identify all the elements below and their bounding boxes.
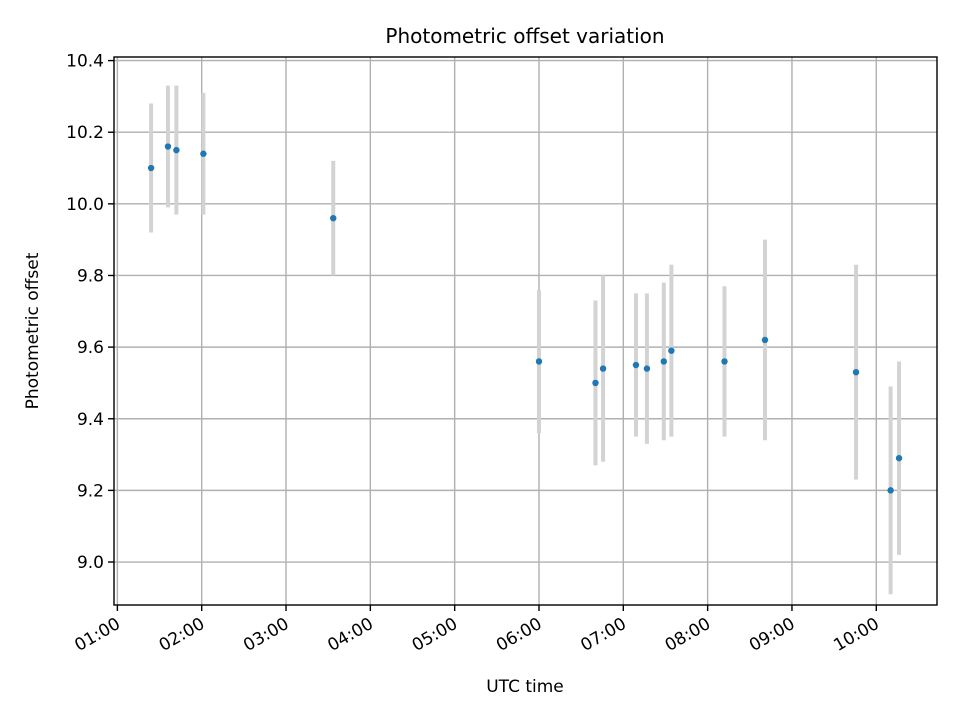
data-point (761, 336, 769, 344)
y-tick-label: 9.2 (77, 481, 104, 501)
y-tick-label: 10.4 (66, 52, 104, 72)
data-point (164, 143, 172, 150)
data-point (721, 358, 728, 365)
data-point (173, 146, 180, 154)
plot-frame (113, 56, 938, 606)
x-axis-label: UTC time (486, 677, 564, 697)
data-point (592, 379, 599, 387)
data-point (852, 368, 860, 376)
y-tick-label: 9.0 (77, 553, 104, 573)
chart-title: Photometric offset variation (385, 24, 664, 48)
data-point (668, 347, 675, 354)
y-axis-label: Photometric offset (23, 252, 43, 409)
data-point (643, 365, 651, 372)
grid (114, 57, 937, 605)
data-point (330, 214, 337, 222)
data-point (632, 361, 640, 369)
y-tick-label: 10.0 (66, 195, 104, 215)
data-point (200, 150, 207, 157)
data-points (147, 143, 903, 494)
data-point (147, 164, 155, 172)
data-point (895, 454, 903, 462)
data-point (887, 487, 894, 494)
y-axis-ticks: 9.0 9.2 9.4 9.6 9.8 10.0 10.2 10.4 (66, 52, 114, 573)
y-tick-label: 9.4 (77, 410, 104, 430)
y-tick-label: 10.2 (66, 123, 104, 143)
y-tick-label: 9.8 (77, 266, 104, 286)
data-point (535, 358, 543, 365)
y-tick-label: 9.6 (77, 338, 104, 358)
data-point (599, 365, 607, 372)
data-point (660, 358, 667, 365)
